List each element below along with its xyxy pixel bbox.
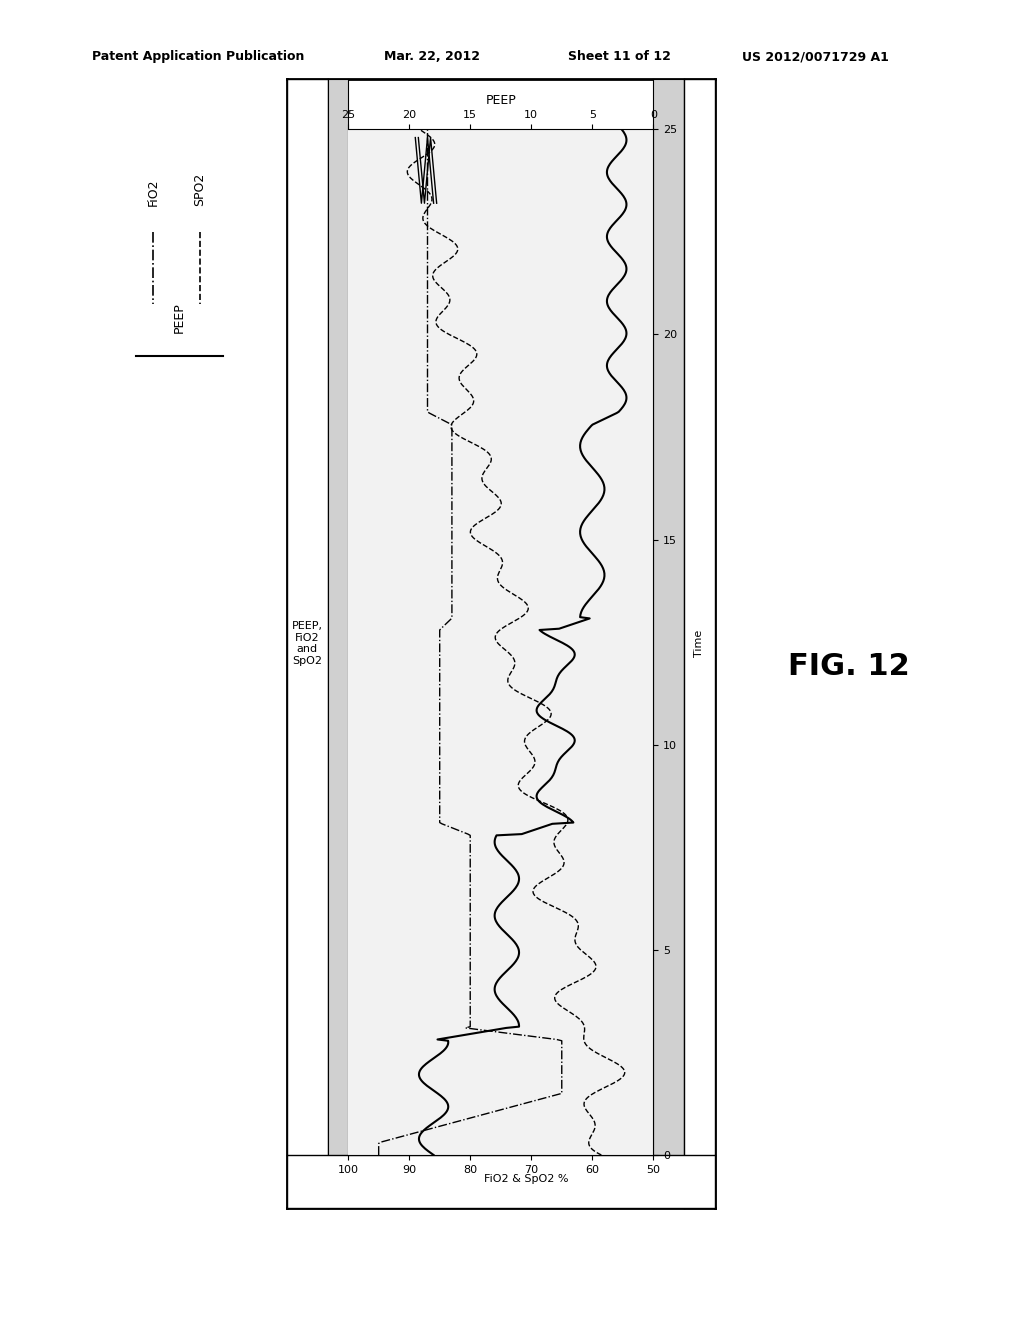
Text: FiO2 & SpO2 %: FiO2 & SpO2 % bbox=[484, 1173, 568, 1184]
Text: PEEP: PEEP bbox=[173, 302, 185, 333]
Text: SPO2: SPO2 bbox=[194, 173, 207, 206]
Text: Mar. 22, 2012: Mar. 22, 2012 bbox=[384, 50, 480, 63]
Text: FIG. 12: FIG. 12 bbox=[788, 652, 910, 681]
Text: FiO2: FiO2 bbox=[146, 178, 160, 206]
Text: US 2012/0071729 A1: US 2012/0071729 A1 bbox=[742, 50, 889, 63]
Text: Time: Time bbox=[694, 630, 705, 657]
Text: Patent Application Publication: Patent Application Publication bbox=[92, 50, 304, 63]
Text: Sheet 11 of 12: Sheet 11 of 12 bbox=[568, 50, 671, 63]
X-axis label: PEEP: PEEP bbox=[485, 94, 516, 107]
Text: PEEP,
FiO2
and
SpO2: PEEP, FiO2 and SpO2 bbox=[292, 622, 323, 665]
